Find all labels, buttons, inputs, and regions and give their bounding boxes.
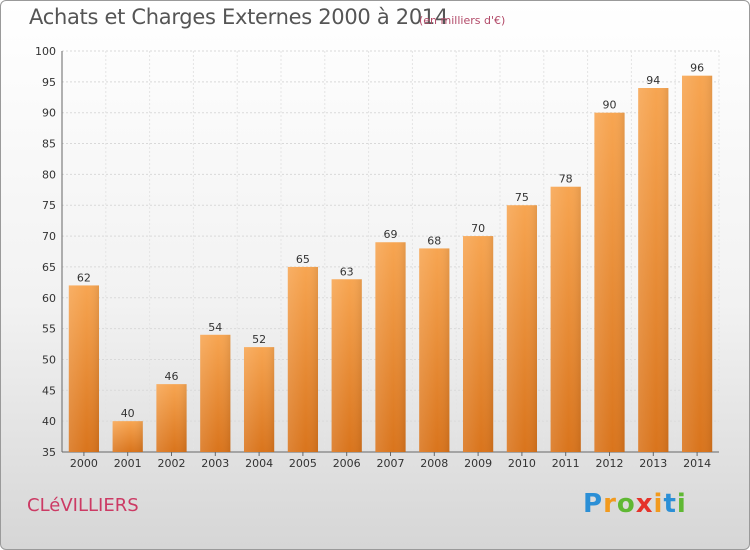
data-label: 52 bbox=[252, 333, 266, 346]
logo-letter: i bbox=[653, 489, 664, 519]
y-tick-label: 40 bbox=[42, 415, 56, 428]
data-label: 68 bbox=[427, 234, 441, 247]
y-tick-label: 80 bbox=[42, 168, 56, 181]
x-tick-label: 2013 bbox=[639, 457, 667, 470]
data-label: 69 bbox=[384, 228, 398, 241]
x-tick-label: 2003 bbox=[201, 457, 229, 470]
x-tick-label: 2006 bbox=[333, 457, 361, 470]
bar-shade bbox=[462, 236, 494, 452]
x-tick-label: 2010 bbox=[508, 457, 536, 470]
logo-letter: P bbox=[583, 489, 604, 519]
bar-shade bbox=[419, 248, 450, 452]
logo-letter: o bbox=[616, 489, 636, 519]
logo-letter: x bbox=[635, 489, 654, 519]
city-name: CLéVILLIERS bbox=[27, 495, 139, 516]
y-tick-label: 50 bbox=[42, 353, 56, 366]
axis-layer: 35 40 45 50 55 60 65 70 75 80 85 90 95 100 2000 2001 200… bbox=[35, 45, 719, 470]
bar-shade bbox=[112, 421, 143, 452]
y-tick-label: 35 bbox=[42, 446, 56, 459]
data-label: 78 bbox=[559, 173, 573, 186]
x-tick-label: 2014 bbox=[683, 457, 711, 470]
x-tick-label: 2001 bbox=[114, 457, 142, 470]
data-label: 46 bbox=[165, 370, 179, 383]
data-label: 63 bbox=[340, 265, 354, 278]
x-tick-label: 2008 bbox=[420, 457, 448, 470]
bar-shade bbox=[550, 186, 581, 452]
y-tick-label: 55 bbox=[42, 323, 56, 336]
data-label: 40 bbox=[121, 407, 135, 420]
y-tick-label: 75 bbox=[42, 199, 56, 212]
bar-layer bbox=[68, 75, 713, 452]
label-layer: 62 40 46 54 52 65 63 69 68 70 75 78 90 94 96 bbox=[77, 62, 704, 420]
data-label: 65 bbox=[296, 253, 310, 266]
data-label: 70 bbox=[471, 222, 485, 235]
bar-shade bbox=[68, 285, 100, 452]
bar-shade bbox=[375, 242, 406, 452]
bar-shade bbox=[331, 279, 362, 452]
chart-title: Achats et Charges Externes 2000 à 2014 bbox=[29, 5, 449, 29]
x-tick-label: 2004 bbox=[245, 457, 273, 470]
data-label: 94 bbox=[646, 74, 660, 87]
x-tick-label: 2005 bbox=[289, 457, 317, 470]
x-tick-label: 2009 bbox=[464, 457, 492, 470]
bar-shade bbox=[681, 75, 713, 452]
data-label: 75 bbox=[515, 191, 529, 204]
data-label: 96 bbox=[690, 62, 704, 75]
bar-shade bbox=[594, 112, 625, 452]
bar-shade bbox=[243, 347, 275, 452]
bar-shade bbox=[506, 205, 538, 452]
y-tick-label: 65 bbox=[42, 261, 56, 274]
proxiti-logo: Proxiti bbox=[583, 489, 687, 519]
x-tick-label: 2002 bbox=[158, 457, 186, 470]
y-tick-label: 45 bbox=[42, 384, 56, 397]
bar-shade bbox=[156, 384, 187, 452]
data-label: 62 bbox=[77, 271, 91, 284]
x-tick-label: 2012 bbox=[596, 457, 624, 470]
bar-shade bbox=[200, 334, 231, 452]
y-tick-label: 95 bbox=[42, 76, 56, 89]
y-tick-label: 85 bbox=[42, 138, 56, 151]
x-tick-label: 2011 bbox=[552, 457, 580, 470]
logo-letter: t bbox=[663, 489, 677, 519]
data-label: 54 bbox=[208, 321, 222, 334]
y-tick-label: 60 bbox=[42, 292, 56, 305]
y-tick-label: 100 bbox=[35, 45, 56, 58]
x-tick-label: 2007 bbox=[377, 457, 405, 470]
chart-subtitle: (en milliers d'€) bbox=[419, 14, 506, 27]
bar-shade bbox=[287, 266, 319, 452]
x-tick-label: 2000 bbox=[70, 457, 98, 470]
data-label: 90 bbox=[603, 99, 617, 112]
logo-letter: i bbox=[676, 489, 687, 519]
y-tick-label: 90 bbox=[42, 107, 56, 120]
logo-letter: r bbox=[603, 489, 617, 519]
bar-shade bbox=[638, 88, 669, 452]
y-tick-label: 70 bbox=[42, 230, 56, 243]
